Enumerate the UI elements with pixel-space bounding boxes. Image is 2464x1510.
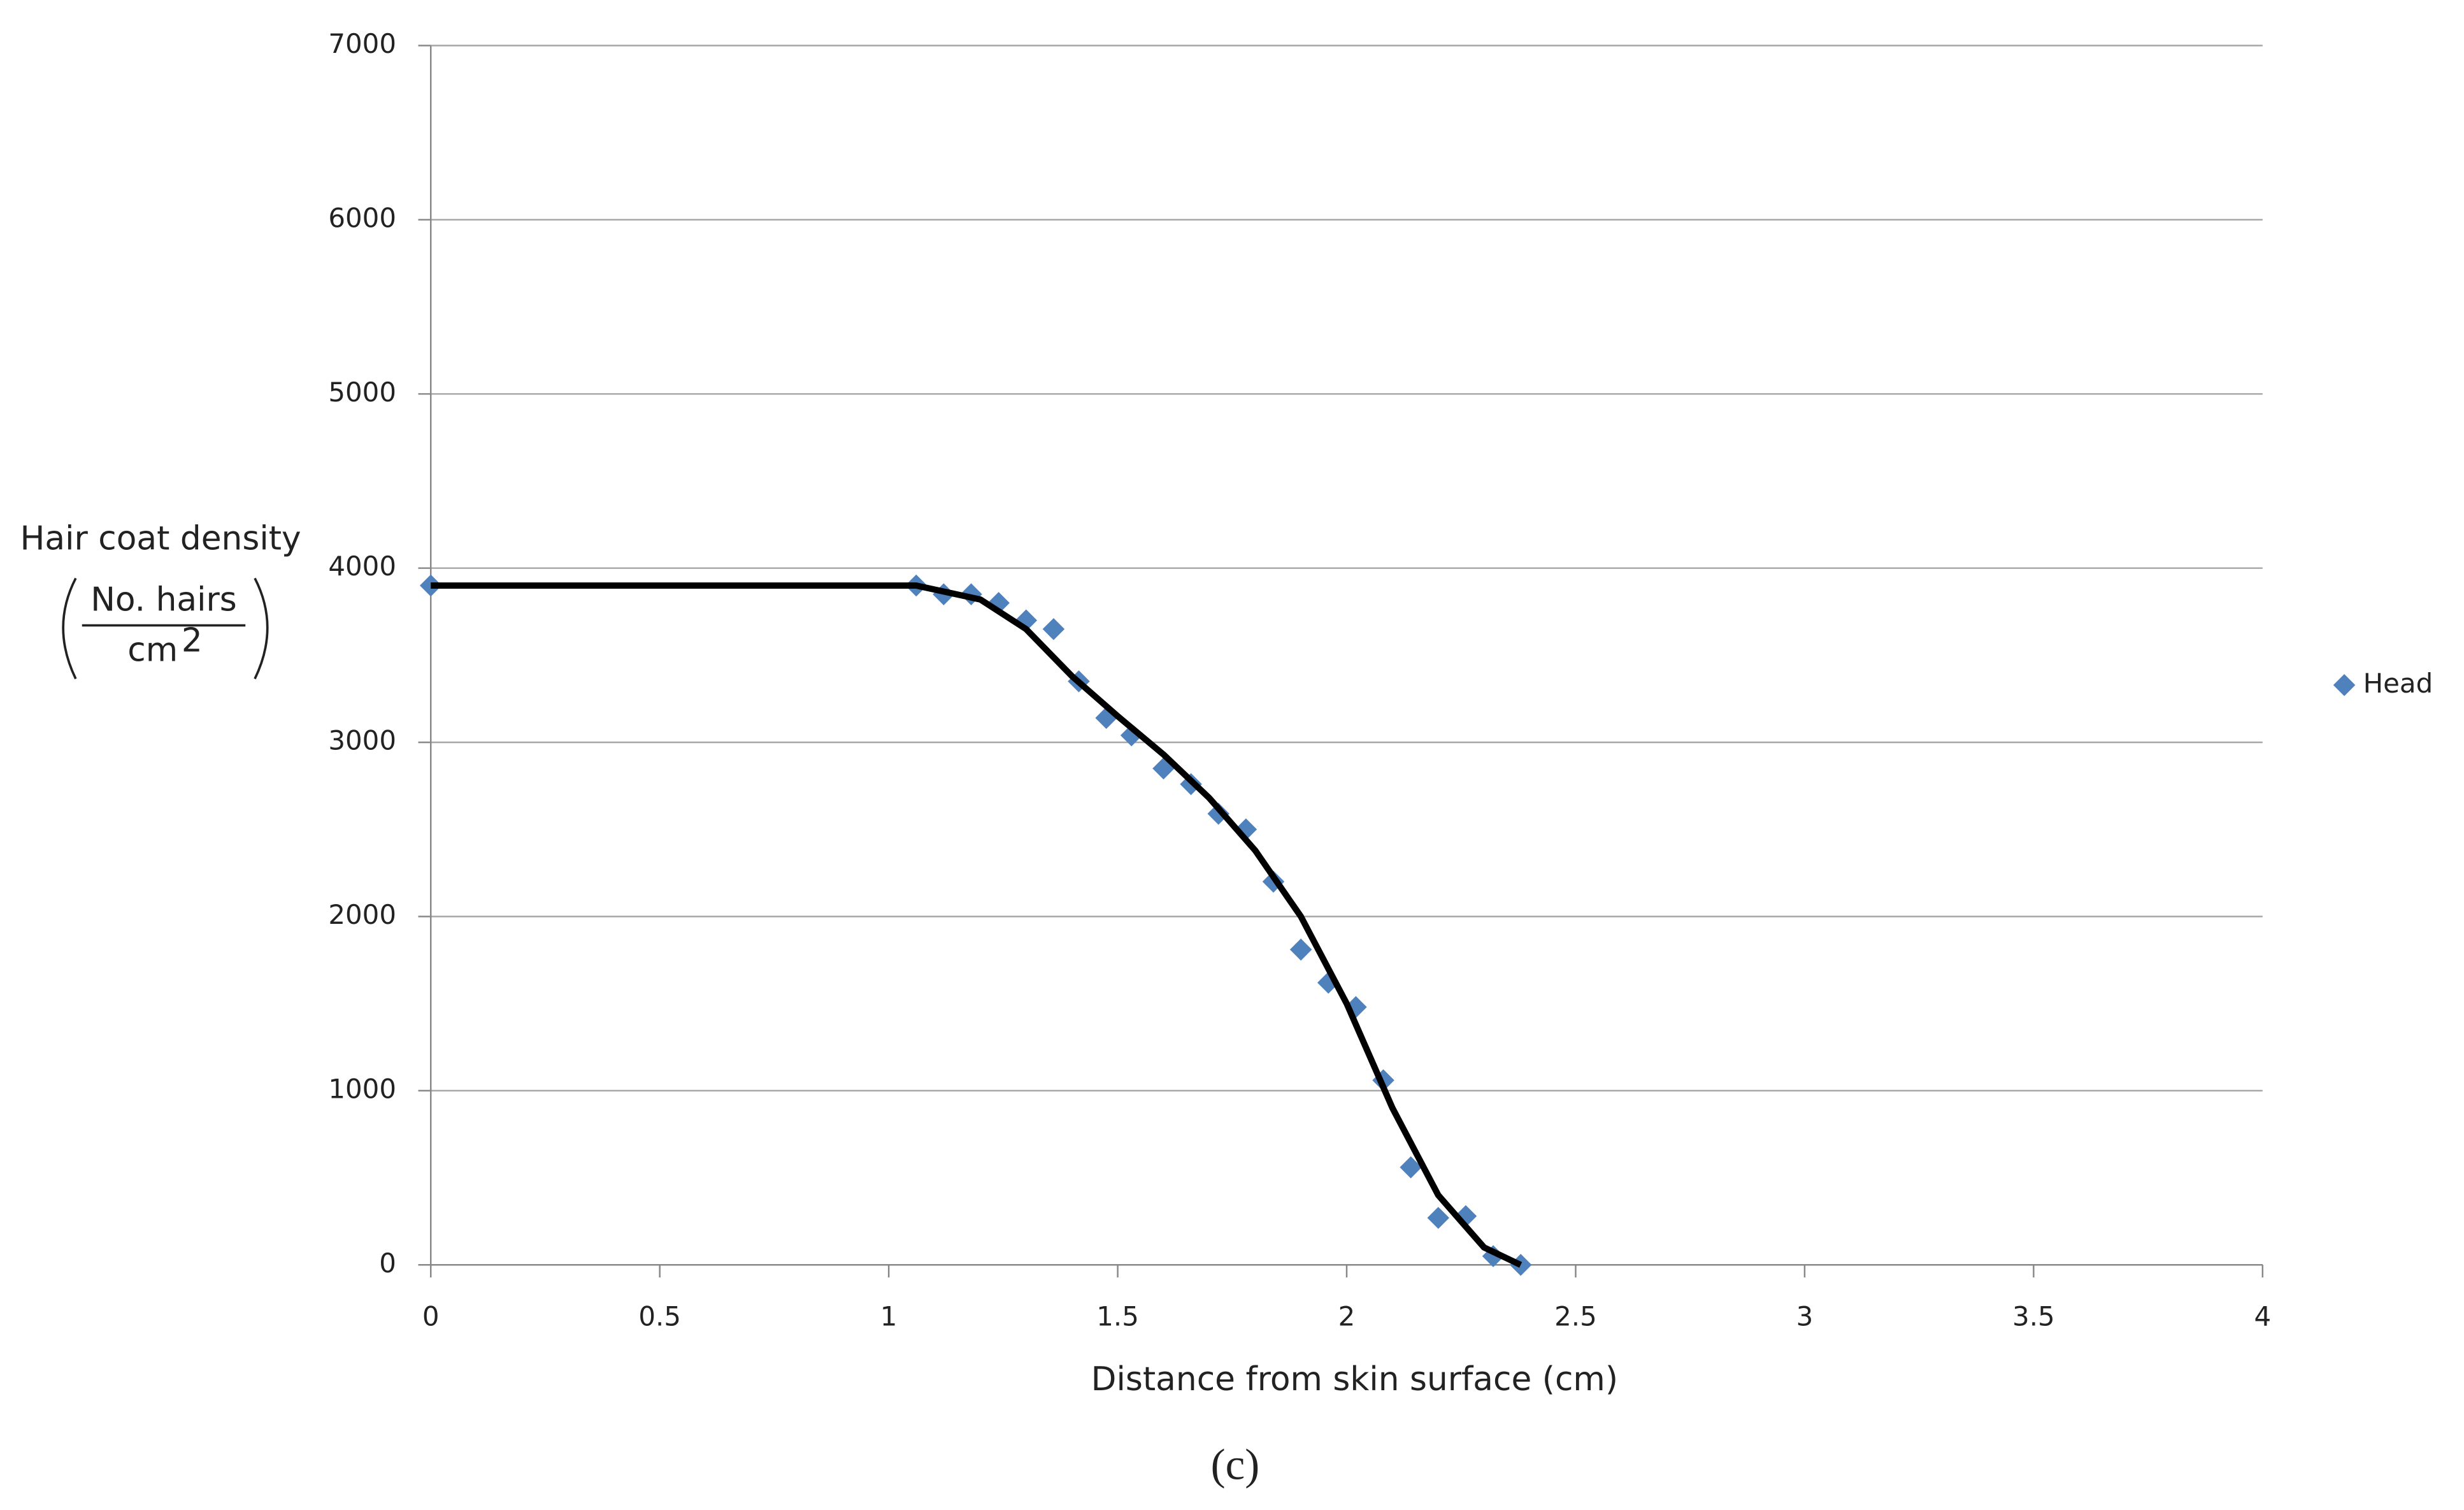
data-point — [1289, 938, 1312, 961]
data-point — [1427, 1207, 1450, 1229]
paren-left — [62, 577, 77, 680]
legend-marker — [2333, 673, 2356, 696]
y-tick-label: 7000 — [328, 28, 396, 59]
caption: (c) — [1211, 1440, 1260, 1489]
y-tick-label: 4000 — [328, 550, 396, 582]
x-tick-label: 3.5 — [2012, 1301, 2055, 1332]
x-tick-label: 1.5 — [1096, 1301, 1139, 1332]
y-unit-power: 2 — [182, 622, 203, 660]
y-tick-label: 3000 — [328, 725, 396, 756]
x-tick-label: 1 — [880, 1301, 898, 1332]
data-point — [1042, 618, 1065, 640]
y-tick-label: 2000 — [328, 899, 396, 930]
x-tick-label: 2.5 — [1554, 1301, 1597, 1332]
y-tick-label: 5000 — [328, 377, 396, 408]
y-axis-label: Hair coat density — [20, 519, 301, 557]
fit-line — [431, 582, 1522, 1268]
y-unit-denominator: cm — [127, 631, 178, 669]
x-tick-label: 2 — [1338, 1301, 1356, 1332]
y-tick-label: 1000 — [328, 1073, 396, 1104]
y-tick-label: 6000 — [328, 202, 396, 233]
x-tick-label: 3 — [1796, 1301, 1814, 1332]
paren-right — [254, 577, 269, 680]
x-tick-label: 4 — [2254, 1301, 2271, 1332]
x-tick-label: 0 — [422, 1301, 440, 1332]
y-tick-label: 0 — [379, 1248, 396, 1279]
x-tick-label: 0.5 — [638, 1301, 681, 1332]
y-unit-numerator: No. hairs — [90, 581, 237, 619]
legend-label: Head — [2363, 668, 2433, 699]
x-axis-label: Distance from skin surface (cm) — [1091, 1360, 1618, 1399]
